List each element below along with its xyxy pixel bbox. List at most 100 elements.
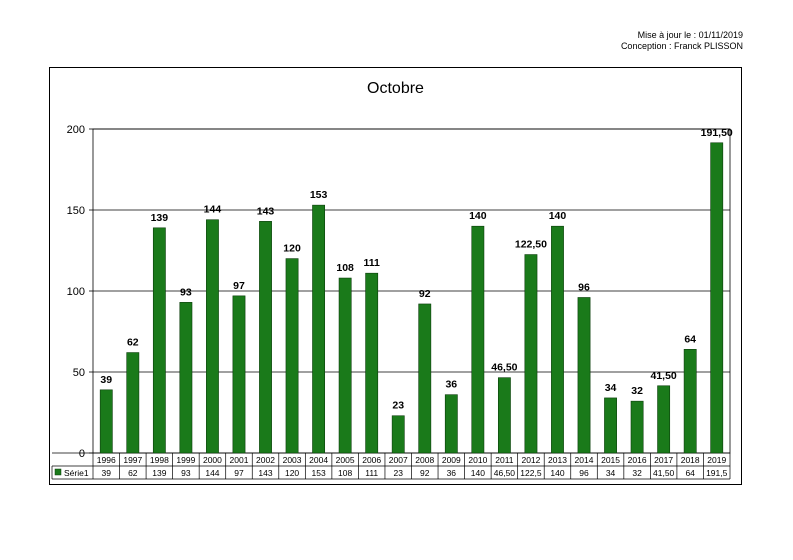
x-tick-label: 2014 <box>575 455 594 465</box>
data-label: 120 <box>283 243 301 255</box>
table-cell: 139 <box>152 468 166 478</box>
x-tick-label: 1998 <box>150 455 169 465</box>
bar <box>524 254 538 454</box>
x-tick-label: 2015 <box>601 455 620 465</box>
bar <box>683 349 697 454</box>
data-label: 96 <box>578 281 590 293</box>
data-label: 140 <box>549 210 567 222</box>
bar <box>497 377 511 454</box>
data-label: 153 <box>310 189 328 201</box>
data-label: 122,50 <box>515 239 547 251</box>
data-label: 62 <box>127 337 139 349</box>
x-tick-label: 2002 <box>256 455 275 465</box>
x-tick-label: 2011 <box>495 455 514 465</box>
x-tick-label: 2000 <box>203 455 222 465</box>
data-label: 97 <box>233 280 245 292</box>
bar <box>444 394 458 454</box>
x-tick-label: 2009 <box>442 455 461 465</box>
data-label: 143 <box>257 205 275 217</box>
table-cell: 39 <box>102 468 112 478</box>
header-note: Mise à jour le : 01/11/2019 Conception :… <box>621 30 743 52</box>
bar <box>259 221 272 454</box>
x-tick-label: 2007 <box>389 455 408 465</box>
bar <box>338 277 352 454</box>
update-date: Mise à jour le : 01/11/2019 <box>637 30 743 40</box>
y-tick-label: 0 <box>79 448 85 460</box>
data-label: 39 <box>100 374 112 386</box>
bar <box>391 415 405 454</box>
x-tick-label: 2010 <box>468 455 487 465</box>
data-label: 191,50 <box>701 127 733 139</box>
x-tick-label: 2012 <box>521 455 540 465</box>
table-cell: 62 <box>128 468 138 478</box>
x-tick-label: 2001 <box>230 455 249 465</box>
table-cell: 93 <box>181 468 191 478</box>
table-cell: 144 <box>205 468 219 478</box>
data-label: 46,50 <box>491 362 517 374</box>
data-label: 111 <box>364 257 381 269</box>
x-tick-label: 1996 <box>97 455 116 465</box>
bar <box>630 400 644 454</box>
bar <box>179 302 193 454</box>
legend-swatch <box>54 468 62 476</box>
x-tick-label: 2013 <box>548 455 567 465</box>
table-cell: 140 <box>471 468 485 478</box>
bar <box>577 297 591 454</box>
y-tick-label: 100 <box>67 286 85 298</box>
table-cell: 140 <box>550 468 564 478</box>
x-tick-label: 2004 <box>309 455 328 465</box>
bar <box>206 219 219 454</box>
bar <box>471 225 485 454</box>
bar <box>99 389 113 454</box>
table-cell: 46,50 <box>494 468 516 478</box>
data-label: 64 <box>684 333 696 345</box>
bar <box>365 272 379 454</box>
bar <box>126 352 140 454</box>
table-cell: 36 <box>447 468 457 478</box>
bar <box>152 227 166 454</box>
table-cell: 34 <box>606 468 616 478</box>
x-tick-label: 1997 <box>123 455 142 465</box>
data-label: 92 <box>419 288 431 300</box>
data-label: 139 <box>151 212 169 224</box>
table-cell: 120 <box>285 468 299 478</box>
data-label: 140 <box>469 210 487 222</box>
data-label: 144 <box>204 204 222 216</box>
data-label: 34 <box>605 382 617 394</box>
chart-title: Octobre <box>367 80 424 97</box>
bar <box>604 397 617 454</box>
table-cell: 23 <box>393 468 403 478</box>
x-tick-label: 1999 <box>176 455 195 465</box>
bar <box>710 142 724 454</box>
table-cell: 32 <box>632 468 642 478</box>
x-tick-label: 2006 <box>362 455 381 465</box>
chart-frame <box>49 67 742 485</box>
x-tick-label: 2003 <box>283 455 302 465</box>
data-label: 93 <box>180 286 192 298</box>
x-tick-label: 2019 <box>707 455 726 465</box>
table-cell: 143 <box>258 468 272 478</box>
table-cell: 191,5 <box>706 468 728 478</box>
table-cell: 41,50 <box>653 468 675 478</box>
table-cell: 111 <box>365 468 378 478</box>
legend-series-name: Série1 <box>64 468 89 478</box>
x-tick-label: 2016 <box>628 455 647 465</box>
table-cell: 96 <box>579 468 589 478</box>
table-cell: 92 <box>420 468 430 478</box>
data-label: 36 <box>445 379 457 391</box>
bar <box>657 385 671 454</box>
bar <box>551 225 564 454</box>
x-tick-label: 2017 <box>654 455 673 465</box>
bar <box>285 258 299 454</box>
table-cell: 153 <box>312 468 326 478</box>
y-tick-label: 150 <box>67 205 85 217</box>
data-label: 23 <box>392 400 404 412</box>
y-tick-label: 50 <box>73 367 85 379</box>
table-cell: 97 <box>234 468 244 478</box>
table-cell: 122,5 <box>520 468 542 478</box>
bar <box>312 204 326 454</box>
data-label: 32 <box>631 385 643 397</box>
author-credit: Conception : Franck PLISSON <box>620 41 743 51</box>
bar <box>418 303 432 454</box>
x-tick-label: 2018 <box>681 455 700 465</box>
